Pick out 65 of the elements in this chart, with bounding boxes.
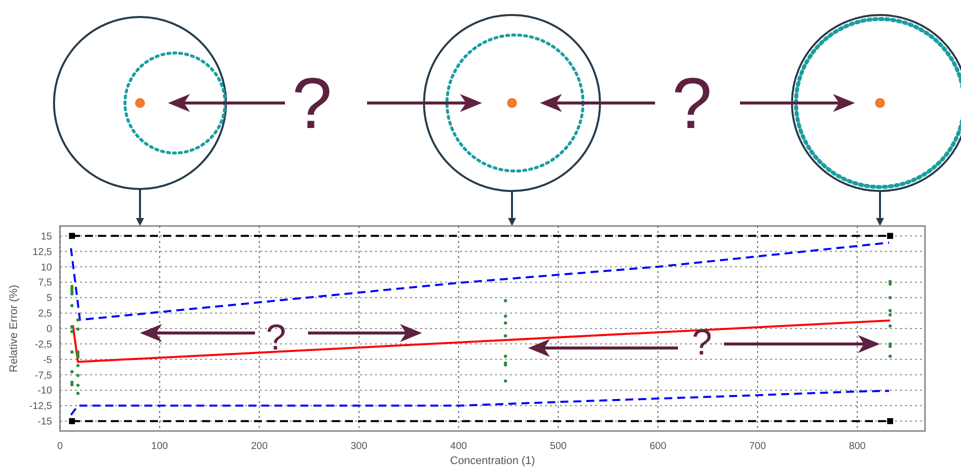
point <box>70 292 74 296</box>
x-tick-label: 100 <box>151 441 168 452</box>
y-tick-label: 2,5 <box>38 308 52 320</box>
x-tick-label: 400 <box>450 441 468 452</box>
point <box>70 350 74 354</box>
point <box>70 304 74 308</box>
point <box>76 374 80 378</box>
x-tick-label: 200 <box>250 441 268 452</box>
y-tick-label: 10 <box>40 262 52 274</box>
point <box>888 344 892 348</box>
point <box>68 232 75 239</box>
x-tick-label: 300 <box>350 441 368 452</box>
x-tick-label: 800 <box>848 441 866 452</box>
x-tick-label: 0 <box>57 441 64 452</box>
y-tick-label: 0 <box>46 324 52 335</box>
point <box>70 330 74 334</box>
y-tick-label: -15 <box>38 416 52 428</box>
point <box>76 318 80 322</box>
point <box>887 232 894 239</box>
y-tick-label: 12,5 <box>32 246 52 258</box>
point <box>888 313 892 317</box>
y-axis-title: Relative Error (%) <box>8 284 20 372</box>
line-series <box>70 390 890 416</box>
point <box>76 328 80 331</box>
y-tick-label: -7,5 <box>34 370 52 382</box>
y-tick-label: 15 <box>40 231 52 242</box>
point <box>504 314 508 318</box>
point <box>888 354 892 358</box>
point <box>76 392 80 395</box>
point <box>504 299 508 302</box>
x-tick-label: 500 <box>550 441 568 452</box>
point <box>76 364 80 368</box>
line-series <box>70 242 890 321</box>
point <box>70 383 74 386</box>
y-tick-label: 7,5 <box>38 278 52 289</box>
x-tick-label: 600 <box>650 441 667 452</box>
point <box>504 379 508 383</box>
text: ? <box>292 64 332 144</box>
point <box>888 296 892 300</box>
text: ? <box>672 64 712 144</box>
point <box>504 354 508 358</box>
point <box>68 418 75 424</box>
y-tick-label: -5 <box>43 354 52 366</box>
point <box>76 384 80 387</box>
point <box>888 282 892 286</box>
point <box>76 350 80 354</box>
x-axis-title: Concentration (1) <box>450 455 535 467</box>
y-tick-label: -10 <box>38 386 52 397</box>
point <box>888 280 892 284</box>
y-tick-label: -2,5 <box>34 339 52 350</box>
point <box>504 334 508 338</box>
point <box>887 418 894 424</box>
annotation: ? <box>692 322 712 363</box>
point <box>504 321 508 325</box>
point <box>888 342 892 346</box>
point <box>76 355 80 359</box>
point <box>888 324 892 328</box>
y-tick-label: 5 <box>46 293 52 304</box>
y-tick-label: -12,5 <box>29 401 52 412</box>
annotation: ? <box>266 316 286 358</box>
point <box>76 352 80 356</box>
point <box>70 325 74 328</box>
point <box>70 370 74 374</box>
point <box>888 308 892 312</box>
x-tick-label: 700 <box>749 441 766 452</box>
